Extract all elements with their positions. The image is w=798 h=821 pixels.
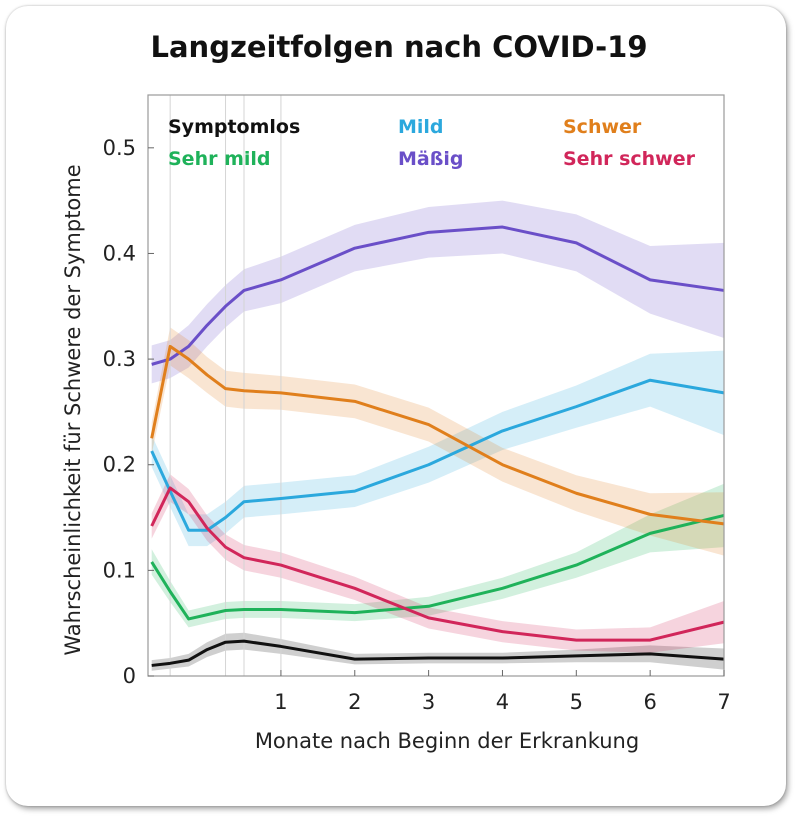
x-tick-label: 5 — [570, 690, 583, 714]
y-tick-label: 0 — [123, 664, 136, 688]
legend-entry: Sehr schwer — [563, 148, 696, 170]
series-line-3 — [150, 378, 725, 532]
legend-entry: Mäßig — [398, 148, 464, 170]
series-line-4 — [151, 225, 725, 366]
legend-entry: Sehr mild — [168, 148, 271, 170]
y-tick-label: 0.2 — [103, 453, 136, 477]
chart-card — [6, 6, 786, 806]
series-line-6 — [150, 486, 725, 642]
x-axis-label: Monate nach Beginn der Erkrankung — [255, 729, 639, 753]
x-tick-label: 1 — [274, 690, 287, 714]
confidence-band-1 — [151, 632, 724, 671]
x-tick-label: 6 — [643, 690, 656, 714]
x-tick-label: 3 — [422, 690, 435, 714]
y-tick-label: 0.3 — [103, 347, 136, 371]
x-tick-label: 2 — [348, 690, 361, 714]
series-line-1 — [151, 639, 725, 667]
confidence-band-5 — [151, 327, 724, 556]
y-tick-label: 0.5 — [103, 136, 136, 160]
x-tick-label: 7 — [717, 690, 730, 714]
chart-title: Langzeitfolgen nach COVID-19 — [150, 30, 648, 64]
x-tick-label: 4 — [496, 690, 509, 714]
y-tick-label: 0.1 — [103, 558, 136, 582]
y-tick-label: 0.4 — [103, 241, 136, 265]
confidence-band-4 — [151, 200, 724, 384]
legend-entry: Schwer — [563, 116, 642, 138]
series-line-2 — [150, 513, 725, 621]
legend-entry: Mild — [398, 116, 444, 138]
series-line-5 — [150, 344, 725, 526]
legend-entry: Symptomlos — [168, 116, 300, 138]
plot-frame — [147, 94, 725, 677]
y-axis-label: Wahrscheinlichkeit für Schwere der Sympt… — [61, 164, 85, 655]
